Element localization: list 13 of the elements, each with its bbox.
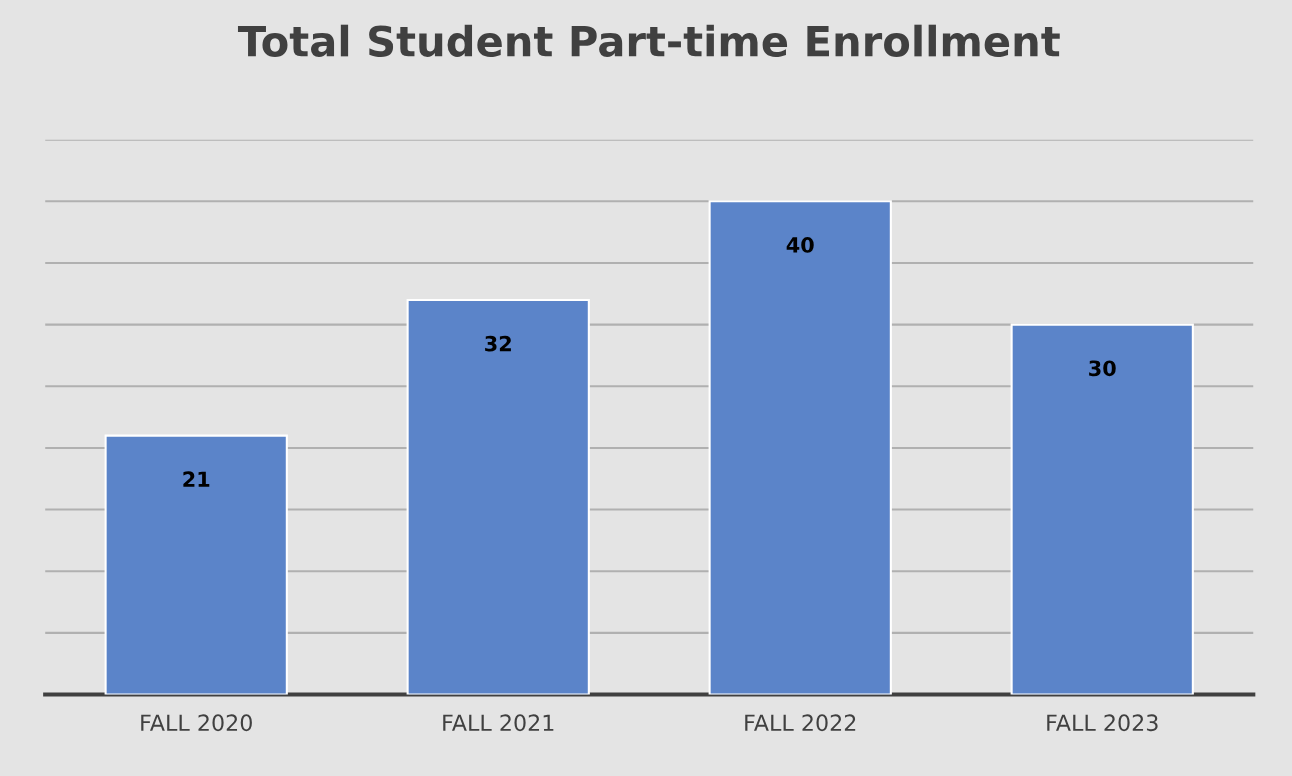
bar <box>104 434 288 695</box>
data-label: 40 <box>786 237 814 253</box>
data-label: 30 <box>1089 360 1116 377</box>
x-tick-label: FALL 2023 <box>1047 714 1158 732</box>
data-label: 32 <box>485 335 511 352</box>
bar <box>1010 323 1194 695</box>
x-tick-label: FALL 2021 <box>443 714 554 732</box>
x-tick-label: FALL 2022 <box>745 714 856 732</box>
chart-title: Total Student Part-time Enrollment <box>237 24 1060 57</box>
data-label: 21 <box>183 471 210 487</box>
x-tick-label: FALL 2020 <box>141 714 252 732</box>
bar <box>708 200 892 695</box>
bar <box>406 298 590 695</box>
